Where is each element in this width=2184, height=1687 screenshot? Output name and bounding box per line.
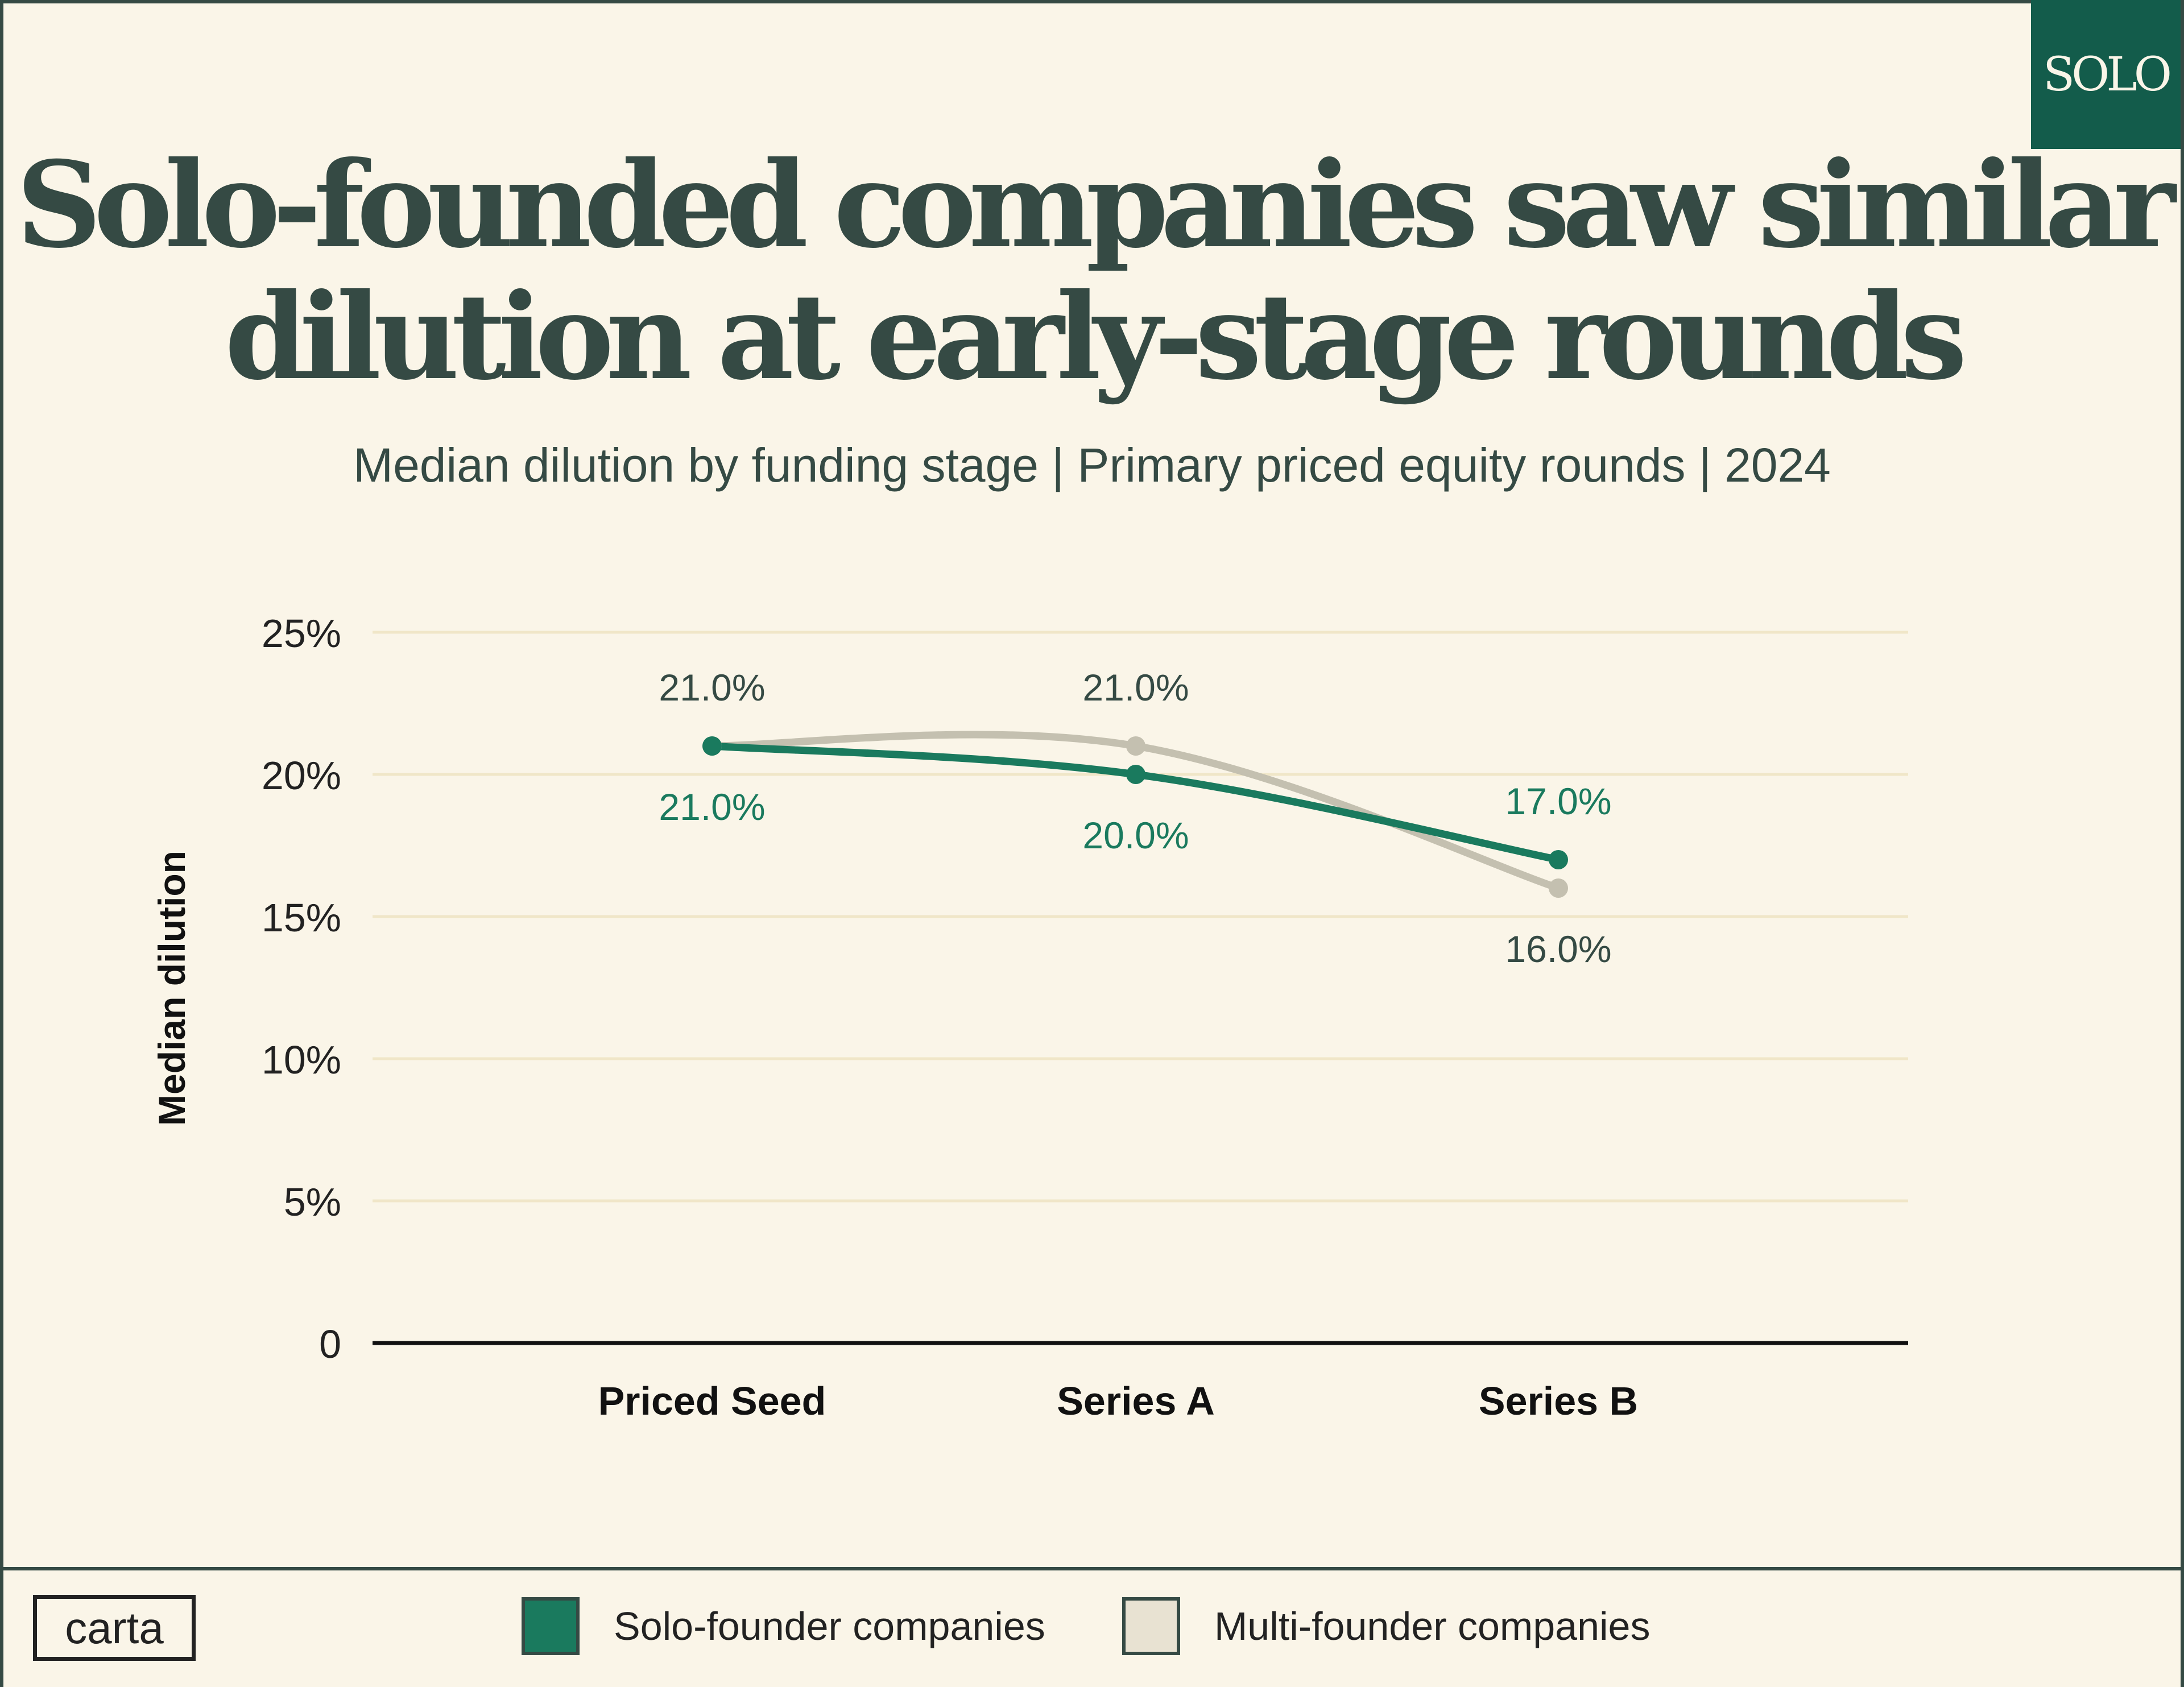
y-tick-label: 15% [262, 896, 341, 940]
x-tick-label: Priced Seed [598, 1379, 826, 1423]
data-label-solo: 17.0% [1505, 780, 1611, 822]
y-tick-label: 5% [284, 1180, 341, 1224]
x-axis-ticks: Priced Seed Series A Series B [598, 1379, 1638, 1423]
gridlines [373, 631, 1908, 1203]
chart-title-line-2: dilution at early-stage rounds [225, 268, 1967, 407]
y-tick-label: 0 [319, 1322, 341, 1366]
solo-badge: SOLO [2031, 0, 2181, 149]
data-label-solo: 21.0% [659, 786, 765, 828]
data-labels: 21.0% 21.0% 20.0% 21.0% 17.0% 16.0% [659, 666, 1611, 970]
x-tick-label: Series A [1057, 1379, 1215, 1423]
chart-title: Solo-founded companies saw similar dilut… [0, 139, 2184, 403]
legend-swatch-multi [1122, 1597, 1180, 1655]
data-point-multi [1549, 878, 1568, 898]
legend-label-solo: Solo-founder companies [614, 1604, 1045, 1648]
data-points [702, 736, 1568, 898]
legend-label-multi: Multi-founder companies [1214, 1604, 1651, 1648]
data-point-solo [1549, 850, 1568, 869]
legend-item-solo: Solo-founder companies [522, 1594, 1045, 1658]
data-point-solo [702, 736, 722, 756]
series-line-multi [708, 731, 1562, 892]
chart-title-line-1: Solo-founded companies saw similar [16, 136, 2175, 275]
series-lines [708, 731, 1562, 892]
footer: carta Solo-founder companies Multi-found… [3, 1567, 2181, 1687]
data-label-multi: 16.0% [1505, 928, 1611, 970]
carta-logo: carta [33, 1595, 196, 1661]
x-tick-label: Series B [1479, 1379, 1638, 1423]
legend-swatch-solo [522, 1597, 580, 1655]
y-tick-label: 10% [262, 1038, 341, 1082]
legend-item-multi: Multi-founder companies [1122, 1594, 1650, 1658]
y-axis-label: Median dilution [151, 851, 193, 1126]
data-point-solo [1126, 765, 1145, 784]
data-point-multi [1126, 736, 1145, 756]
y-axis-ticks: 0 5% 10% 15% 20% 25% [262, 611, 341, 1366]
y-tick-label: 20% [262, 753, 341, 798]
y-tick-label: 25% [262, 611, 341, 656]
chart-subtitle: Median dilution by funding stage | Prima… [353, 438, 1831, 492]
data-label-multi: 21.0% [1082, 666, 1189, 708]
data-label-solo: 20.0% [1082, 814, 1189, 856]
data-label-multi: 21.0% [659, 666, 765, 708]
